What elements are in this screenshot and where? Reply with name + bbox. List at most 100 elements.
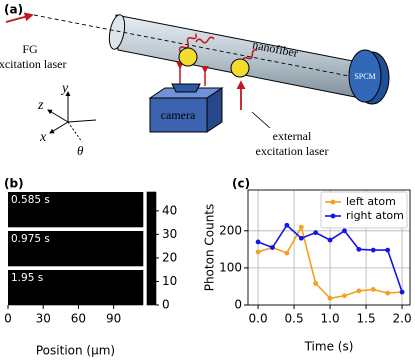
pixel xyxy=(126,287,135,294)
pixel xyxy=(92,215,102,222)
data-point xyxy=(284,222,290,228)
x-tick-label: 0.0 xyxy=(249,312,268,326)
pixel xyxy=(126,231,135,238)
pixel xyxy=(92,254,102,261)
pixel xyxy=(33,248,43,255)
pixel xyxy=(100,221,110,228)
pixel xyxy=(16,275,26,282)
pixel xyxy=(50,231,59,238)
pixel xyxy=(58,231,68,238)
data-point xyxy=(356,246,362,252)
pixel xyxy=(126,203,135,210)
pixel xyxy=(67,275,76,282)
pixel xyxy=(41,209,51,216)
pixel xyxy=(134,248,144,255)
x-axis-label: Position (μm) xyxy=(36,344,115,358)
pixel xyxy=(8,203,17,210)
atom xyxy=(230,58,250,78)
pixel xyxy=(24,293,34,300)
data-point xyxy=(385,290,391,296)
pixel xyxy=(134,299,144,306)
pixel xyxy=(126,209,135,216)
pixel xyxy=(50,215,59,222)
pixel xyxy=(100,281,110,288)
pixel xyxy=(33,260,43,267)
pixel xyxy=(117,215,127,222)
pixel xyxy=(92,203,102,210)
pixel xyxy=(117,275,127,282)
pixel xyxy=(8,275,17,282)
strip-label: 1.95 s xyxy=(11,272,43,284)
pixel xyxy=(75,231,85,238)
pixel xyxy=(109,242,118,249)
pixel xyxy=(24,215,34,222)
pixel xyxy=(109,293,118,300)
pixel xyxy=(126,260,135,267)
pixel xyxy=(109,260,118,267)
data-point xyxy=(342,228,347,234)
pixel xyxy=(16,209,26,216)
pixel xyxy=(41,270,51,277)
pixel xyxy=(109,287,118,294)
pixel xyxy=(126,236,135,243)
pixel xyxy=(117,231,127,238)
pixel xyxy=(58,221,68,228)
pixel xyxy=(67,254,76,261)
pixel xyxy=(24,248,34,255)
pixel xyxy=(126,281,135,288)
data-point xyxy=(313,230,319,236)
leader xyxy=(251,111,271,129)
atom xyxy=(178,47,198,67)
axis-label: x xyxy=(39,130,47,145)
axis-label: y xyxy=(60,81,69,96)
pixel xyxy=(117,236,127,243)
pixel xyxy=(117,221,127,228)
pixel xyxy=(75,275,85,282)
pixel xyxy=(100,231,110,238)
pixel xyxy=(58,299,68,306)
pixel xyxy=(24,260,34,267)
data-point xyxy=(342,293,347,299)
pixel xyxy=(33,254,43,261)
pixel xyxy=(92,231,102,238)
pixel xyxy=(109,197,118,204)
pixel xyxy=(83,221,93,228)
pixel xyxy=(117,281,127,288)
pixel xyxy=(67,270,76,277)
pixel xyxy=(8,236,17,243)
data-point xyxy=(356,288,362,294)
pixel xyxy=(33,236,43,243)
pixel xyxy=(75,254,85,261)
pixel xyxy=(100,197,110,204)
pixel xyxy=(117,260,127,267)
pixel xyxy=(75,260,85,267)
pixel xyxy=(75,242,85,249)
pixel xyxy=(117,248,127,255)
pixel xyxy=(24,221,34,228)
pixel xyxy=(126,270,135,277)
diagram: SPCM nanofiber camera FG excitation lase… xyxy=(0,12,390,158)
pixel xyxy=(83,203,93,210)
pixel xyxy=(134,242,144,249)
pixel xyxy=(67,236,76,243)
pixel xyxy=(92,248,102,255)
pixel xyxy=(75,299,85,306)
pixel xyxy=(58,275,68,282)
pixel xyxy=(58,293,68,300)
pixel xyxy=(24,254,34,261)
pixel xyxy=(67,215,76,222)
x-axis-label: Time (s) xyxy=(304,340,354,354)
pixel xyxy=(16,215,26,222)
pixel xyxy=(109,281,118,288)
pixel xyxy=(24,270,34,277)
pixel xyxy=(67,221,76,228)
colorbar-tick-label: 40 xyxy=(162,203,177,217)
pixel xyxy=(58,281,68,288)
x-tick-label: 1.5 xyxy=(357,312,376,326)
pixel xyxy=(75,192,85,199)
y-tick-label: 200 xyxy=(219,223,242,237)
pixel xyxy=(126,248,135,255)
pixel xyxy=(16,197,26,204)
data-point xyxy=(385,247,391,253)
